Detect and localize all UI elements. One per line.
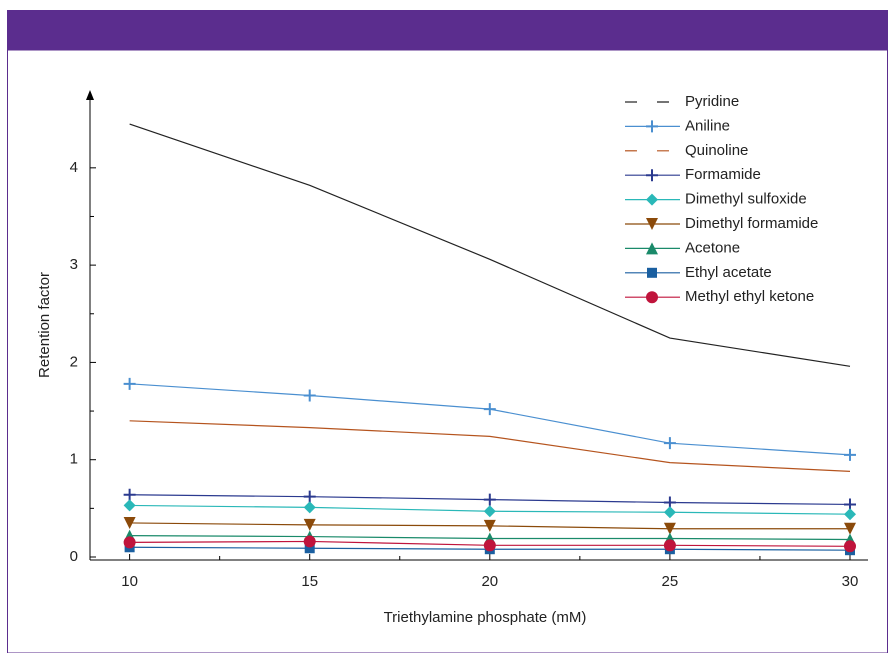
marker — [123, 377, 136, 390]
x-tick-label: 15 — [301, 573, 318, 590]
legend-marker — [646, 291, 658, 304]
marker — [303, 389, 316, 402]
marker — [663, 506, 676, 519]
marker — [483, 505, 496, 518]
y-tick-label: 1 — [70, 451, 78, 468]
legend-label: Quinoline — [685, 142, 748, 159]
legend-marker — [646, 169, 658, 182]
marker — [843, 448, 856, 461]
marker — [303, 518, 316, 531]
panel — [7, 49, 888, 654]
y-tick-label: 4 — [70, 159, 78, 176]
header-band — [7, 10, 888, 50]
marker — [843, 540, 856, 553]
legend-marker — [646, 120, 658, 133]
marker — [304, 543, 315, 554]
legend-label: Dimethyl formamide — [685, 215, 818, 232]
x-tick-label: 25 — [662, 573, 679, 590]
x-tick-label: 20 — [481, 573, 498, 590]
series-line — [129, 420, 851, 472]
marker — [663, 539, 676, 552]
y-axis-label: Retention factor — [36, 272, 53, 378]
legend-label: Ethyl acetate — [685, 264, 772, 281]
marker — [843, 508, 856, 521]
y-tick-label: 3 — [70, 256, 78, 273]
legend-label: Acetone — [685, 239, 740, 256]
marker — [123, 516, 136, 529]
legend-label: Formamide — [685, 166, 761, 183]
legend-label: Pyridine — [685, 93, 739, 110]
marker — [483, 519, 496, 532]
legend-marker — [646, 242, 658, 255]
x-axis-label: Triethylamine phosphate (mM) — [384, 609, 587, 626]
legend-label: Dimethyl sulfoxide — [685, 191, 807, 208]
legend-marker — [646, 193, 658, 206]
marker — [123, 499, 136, 512]
marker — [663, 437, 676, 450]
marker — [843, 522, 856, 535]
marker — [663, 522, 676, 535]
y-axis-arrow — [86, 90, 94, 100]
y-tick-label: 0 — [70, 548, 78, 565]
marker — [303, 490, 316, 503]
marker — [483, 493, 496, 506]
legend-marker — [646, 218, 658, 230]
legend-marker — [647, 267, 657, 278]
marker — [123, 488, 136, 501]
marker — [123, 536, 136, 549]
legend-label: Methyl ethyl ketone — [685, 288, 814, 305]
series-line — [129, 123, 851, 367]
marker — [303, 501, 316, 514]
marker — [483, 539, 496, 552]
legend-label: Aniline — [685, 117, 730, 134]
x-tick-label: 30 — [842, 573, 859, 590]
y-tick-label: 2 — [70, 353, 78, 370]
marker — [303, 535, 316, 548]
marker — [483, 403, 496, 416]
x-tick-label: 10 — [121, 573, 138, 590]
